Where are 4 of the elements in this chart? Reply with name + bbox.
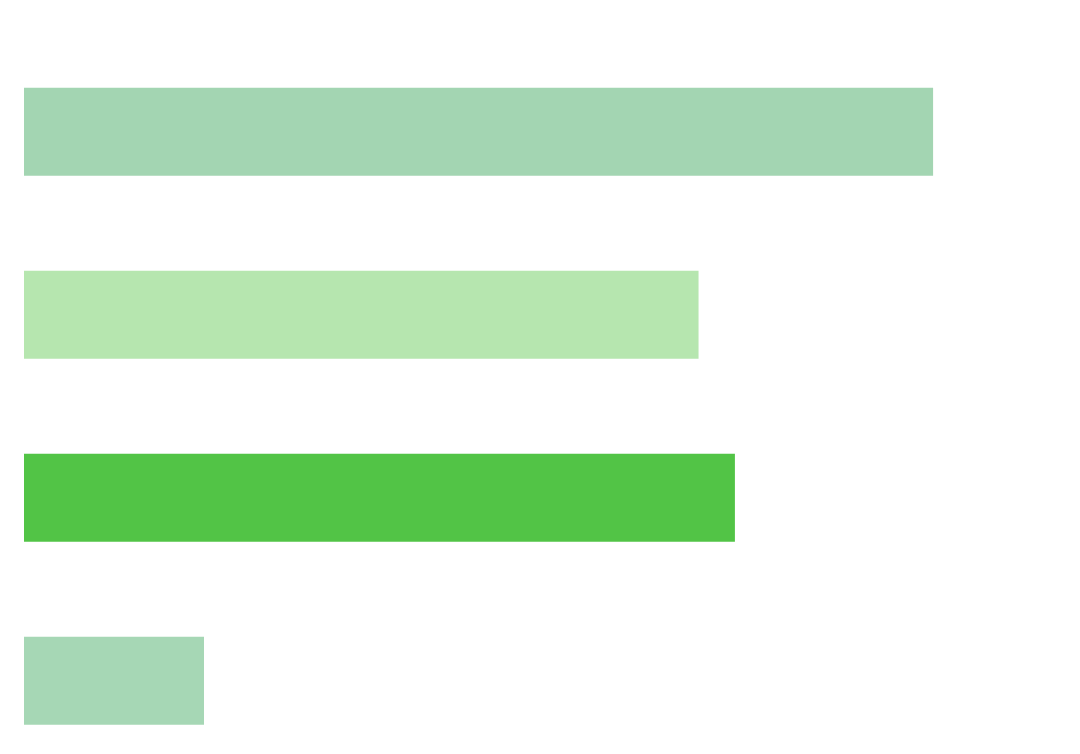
bar: [24, 87, 934, 176]
bar: [24, 453, 735, 542]
bar: [24, 636, 204, 725]
bar: [24, 270, 699, 359]
